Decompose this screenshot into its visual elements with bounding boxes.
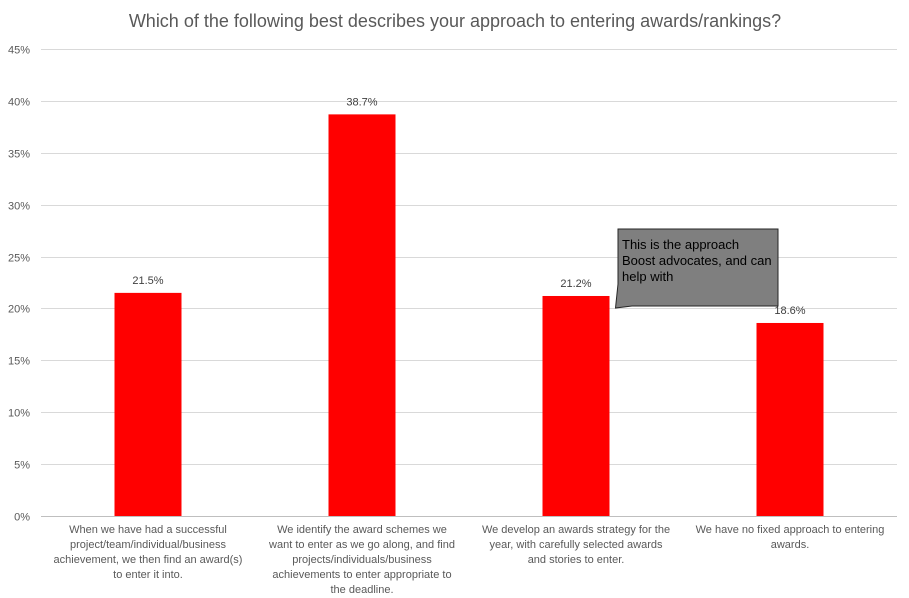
data-label: 38.7% bbox=[346, 96, 377, 108]
category-label: We have no fixed approach to entering aw… bbox=[695, 524, 885, 551]
category-label: When we have had a successful project/te… bbox=[53, 524, 243, 581]
y-tick-label: 0% bbox=[14, 512, 30, 524]
category-label: We develop an awards strategy for the ye… bbox=[481, 524, 671, 566]
callout-box bbox=[614, 228, 779, 309]
bars bbox=[114, 114, 824, 516]
bar bbox=[114, 292, 182, 516]
data-label: 21.2% bbox=[560, 278, 591, 290]
y-tick-label: 5% bbox=[14, 460, 30, 472]
data-labels: 21.5% 38.7% 21.2% 18.6% bbox=[132, 96, 805, 317]
y-tick-label: 45% bbox=[8, 45, 30, 57]
y-tick-label: 10% bbox=[8, 408, 30, 420]
data-label: 18.6% bbox=[774, 305, 805, 317]
y-tick-label: 30% bbox=[8, 201, 30, 213]
y-tick-label: 35% bbox=[8, 149, 30, 161]
bar bbox=[328, 114, 396, 516]
y-tick-label: 40% bbox=[8, 97, 30, 109]
callout-text: This is the approach Boost advocates, an… bbox=[622, 237, 772, 284]
bar bbox=[542, 295, 610, 516]
bar bbox=[756, 322, 824, 516]
y-tick-label: 20% bbox=[8, 304, 30, 316]
gridlines bbox=[41, 49, 897, 517]
y-tick-label: 25% bbox=[8, 253, 30, 265]
y-axis-ticks: 0% 5% 10% 15% 20% 25% 30% 35% 40% 45% bbox=[8, 45, 30, 524]
category-label: We identify the award schemes we want to… bbox=[269, 524, 455, 596]
chart-title: Which of the following best describes yo… bbox=[129, 11, 781, 31]
y-tick-label: 15% bbox=[8, 356, 30, 368]
callout-shape bbox=[614, 228, 779, 309]
data-label: 21.5% bbox=[132, 275, 163, 287]
